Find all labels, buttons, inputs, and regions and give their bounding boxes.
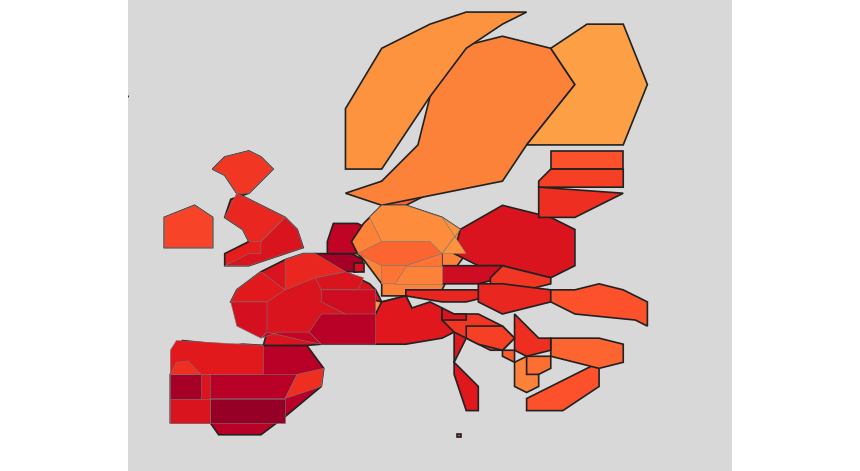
Polygon shape (352, 205, 466, 296)
Polygon shape (230, 253, 382, 345)
Polygon shape (538, 187, 624, 218)
Polygon shape (0, 73, 128, 109)
Polygon shape (526, 362, 599, 411)
Polygon shape (230, 302, 267, 338)
Polygon shape (406, 290, 490, 302)
Polygon shape (176, 341, 323, 435)
Polygon shape (285, 368, 323, 398)
Polygon shape (356, 296, 412, 317)
Polygon shape (170, 374, 200, 398)
Polygon shape (224, 193, 285, 242)
Polygon shape (436, 253, 502, 284)
Polygon shape (170, 361, 210, 422)
Polygon shape (442, 308, 466, 320)
Polygon shape (285, 253, 346, 290)
Polygon shape (370, 296, 478, 411)
Polygon shape (164, 205, 212, 248)
Polygon shape (346, 36, 575, 205)
Polygon shape (514, 314, 550, 356)
Polygon shape (128, 0, 732, 471)
Polygon shape (212, 151, 304, 266)
Polygon shape (328, 223, 370, 253)
Polygon shape (526, 356, 550, 374)
Polygon shape (354, 263, 364, 272)
Polygon shape (502, 350, 514, 362)
Polygon shape (358, 242, 442, 266)
Polygon shape (210, 398, 285, 422)
Polygon shape (346, 12, 526, 169)
Polygon shape (457, 434, 462, 437)
Polygon shape (230, 272, 285, 302)
Polygon shape (322, 290, 376, 326)
Polygon shape (550, 338, 624, 368)
Polygon shape (316, 253, 364, 272)
Polygon shape (316, 272, 364, 290)
Polygon shape (466, 326, 514, 350)
Polygon shape (170, 398, 210, 422)
Polygon shape (442, 314, 514, 350)
Polygon shape (170, 341, 263, 374)
Polygon shape (382, 253, 442, 284)
Polygon shape (514, 356, 538, 392)
Polygon shape (442, 218, 466, 253)
Polygon shape (170, 361, 200, 374)
Polygon shape (212, 151, 273, 193)
Polygon shape (261, 332, 322, 344)
Polygon shape (224, 218, 304, 266)
Polygon shape (310, 314, 376, 344)
Polygon shape (370, 205, 460, 253)
Polygon shape (490, 266, 550, 290)
Polygon shape (550, 151, 624, 169)
Polygon shape (210, 374, 298, 398)
Polygon shape (170, 405, 210, 422)
Polygon shape (382, 169, 430, 205)
Polygon shape (550, 284, 648, 326)
Polygon shape (538, 169, 624, 187)
Polygon shape (394, 266, 442, 284)
Polygon shape (454, 205, 575, 278)
Polygon shape (526, 24, 648, 145)
Polygon shape (478, 284, 550, 314)
Polygon shape (170, 374, 210, 405)
Polygon shape (164, 205, 212, 248)
